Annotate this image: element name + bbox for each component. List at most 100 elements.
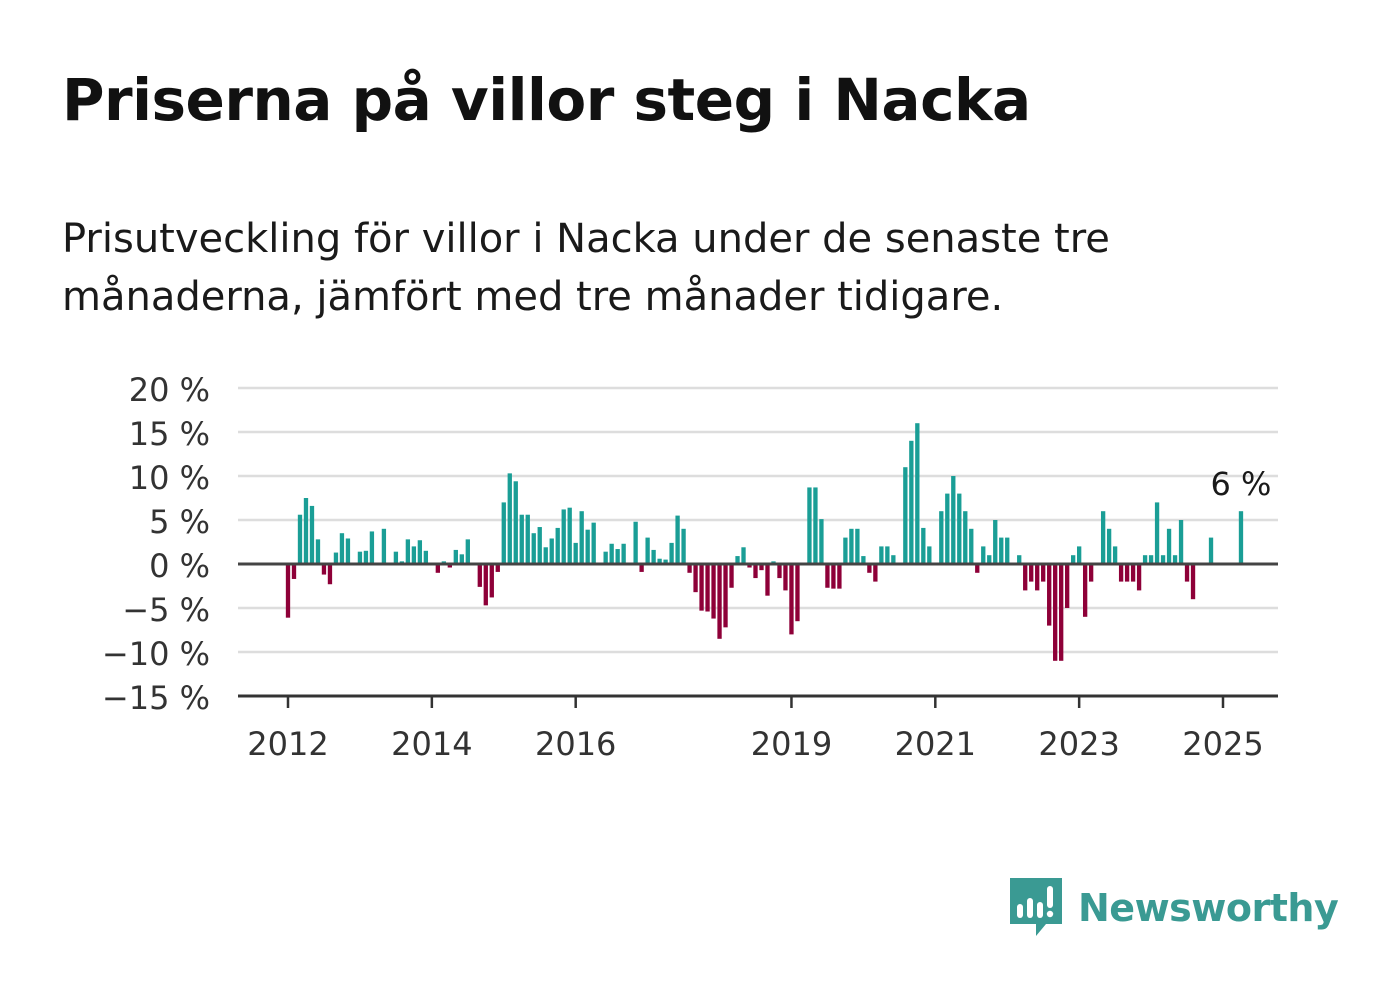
bar	[927, 546, 932, 564]
bar	[303, 498, 309, 564]
bar	[699, 564, 704, 611]
bar	[849, 528, 854, 564]
bar	[993, 520, 998, 564]
bar	[987, 555, 992, 564]
brand-logo[interactable]: Newsworthy	[1010, 878, 1339, 938]
bars	[285, 423, 1244, 661]
bar	[729, 564, 734, 588]
bar	[789, 564, 794, 635]
bar	[603, 551, 608, 564]
last-value-label: 6 %	[1211, 465, 1272, 503]
y-tick-label: −5 %	[122, 591, 210, 629]
bar	[1047, 564, 1052, 626]
bar	[693, 564, 698, 593]
bar	[1178, 520, 1184, 564]
bar	[861, 556, 866, 564]
bar	[1238, 511, 1244, 564]
bar	[369, 531, 375, 564]
bar	[1142, 555, 1148, 564]
bar	[639, 564, 644, 572]
x-tick-label: 2023	[1038, 725, 1119, 763]
bar	[1190, 564, 1196, 600]
bar	[1148, 555, 1154, 564]
bar	[615, 549, 620, 564]
tick-labels: −15 % −10 % −5 % 0 % 5 % 10 % 15 % 20 % 2012 2014…	[102, 371, 1272, 763]
bar	[903, 467, 908, 564]
bar	[657, 558, 662, 564]
bar	[1077, 546, 1082, 564]
bar	[315, 539, 321, 564]
bar	[1124, 564, 1130, 582]
x-tick-label: 2019	[751, 725, 832, 763]
bar	[969, 528, 974, 564]
bar	[855, 528, 860, 564]
bar	[531, 533, 536, 564]
bar	[447, 564, 452, 568]
bar	[381, 528, 387, 564]
y-tick-label: 20 %	[129, 371, 210, 409]
bar	[831, 564, 836, 589]
bar	[813, 487, 818, 564]
bar	[711, 564, 716, 619]
bar	[975, 564, 980, 573]
x-tick-label: 2021	[895, 725, 976, 763]
bar	[705, 564, 710, 612]
bar	[1005, 537, 1010, 564]
bar	[669, 542, 674, 564]
bar	[1112, 546, 1118, 564]
bar	[633, 521, 638, 564]
bar	[1136, 564, 1142, 591]
bar	[939, 511, 944, 564]
x-tick-label: 2014	[391, 725, 472, 763]
bar	[1160, 555, 1166, 564]
bar	[999, 537, 1004, 564]
bar	[411, 546, 417, 564]
bar	[555, 527, 560, 564]
bar	[495, 564, 500, 572]
bar	[567, 507, 572, 564]
bar	[735, 556, 740, 564]
bar	[573, 542, 578, 564]
bar	[891, 555, 896, 564]
bar	[1023, 564, 1028, 591]
gridlines	[238, 386, 1278, 654]
bar	[1106, 528, 1112, 564]
bar	[843, 537, 848, 564]
bar	[513, 481, 518, 564]
y-tick-label: 10 %	[129, 459, 210, 497]
bar	[453, 549, 458, 564]
bar	[393, 551, 399, 564]
bar	[291, 564, 297, 579]
brand-name: Newsworthy	[1078, 886, 1339, 930]
bar	[873, 564, 878, 582]
bar	[765, 564, 770, 596]
bar	[951, 476, 956, 564]
x-tick-label: 2016	[535, 725, 616, 763]
y-tick-label: −15 %	[102, 679, 210, 717]
bar	[1059, 564, 1064, 661]
bar	[675, 515, 680, 564]
bar	[309, 505, 315, 564]
bar	[945, 493, 950, 564]
bar	[519, 514, 524, 564]
bar	[333, 552, 339, 564]
bar	[363, 550, 369, 564]
bar	[477, 564, 482, 587]
bar	[807, 487, 812, 564]
bar	[825, 564, 830, 588]
bar	[1154, 502, 1160, 564]
bar	[489, 564, 494, 598]
bar	[879, 546, 884, 564]
bar	[819, 519, 824, 564]
bar	[483, 564, 488, 606]
bar	[507, 473, 512, 564]
bar	[759, 564, 764, 571]
bar	[1172, 555, 1178, 564]
bar	[1130, 564, 1136, 582]
bar	[621, 543, 626, 564]
bar	[1041, 564, 1046, 582]
bar	[543, 547, 548, 564]
bar	[783, 564, 788, 591]
bar	[327, 564, 333, 585]
